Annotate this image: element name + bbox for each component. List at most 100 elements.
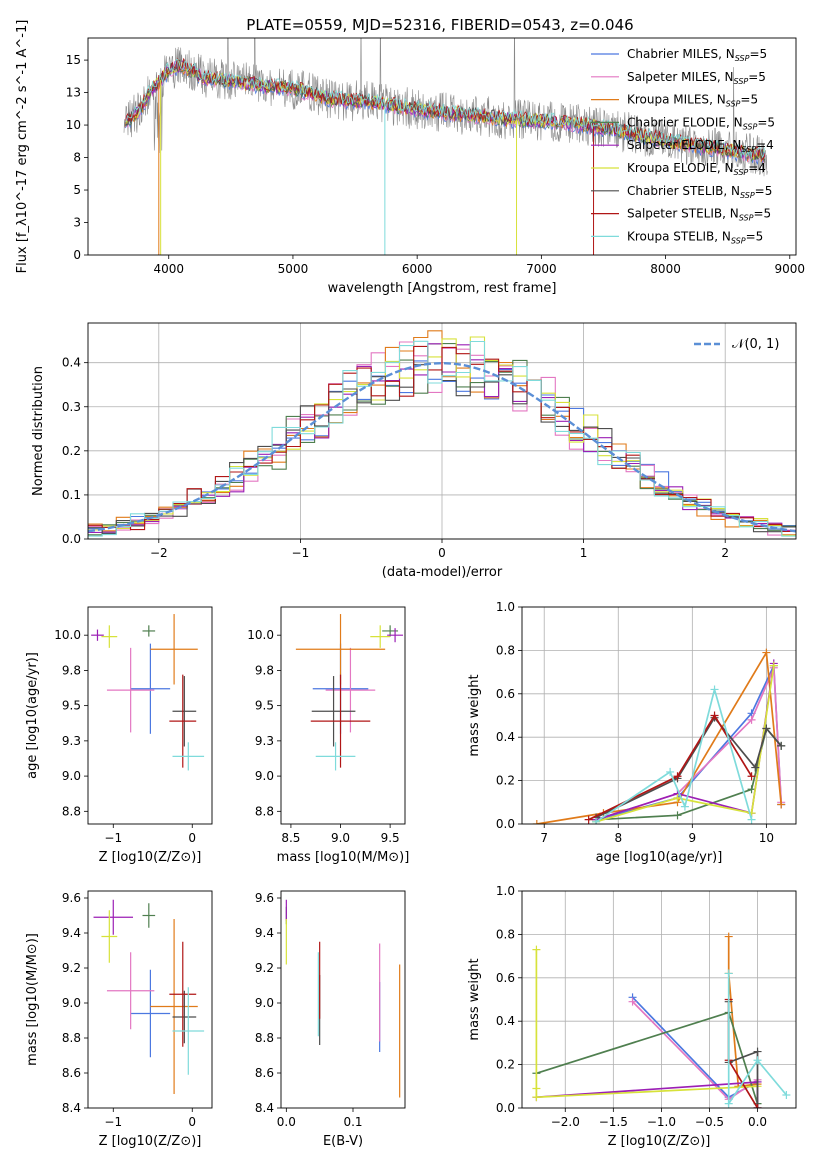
mass_weight_vs_Z-xtick-label: −0.5 bbox=[695, 1115, 724, 1129]
mass-weight-marker bbox=[782, 1090, 791, 1099]
spectrum-xtick-label: 9000 bbox=[775, 262, 806, 276]
age_vs_mass-ytick-label: 8.8 bbox=[255, 804, 274, 818]
error-bar-point bbox=[93, 899, 134, 935]
age_vs_Z-frame bbox=[87, 606, 213, 825]
error-bar-point bbox=[106, 952, 155, 1030]
legend-entry: Salpeter STELIB, NSSP=5 bbox=[627, 207, 771, 223]
error-bar-point bbox=[142, 903, 156, 928]
error-bar-point bbox=[172, 987, 205, 1075]
mass_vs_Z-ytick-label: 9.0 bbox=[62, 996, 81, 1010]
legend-nssp-prefix: , N bbox=[714, 229, 731, 243]
mass_vs_ebv-ytick-label: 9.4 bbox=[255, 926, 274, 940]
legend-nssp-prefix: , N bbox=[717, 70, 734, 84]
mass_weight_vs_Z-ytick-label: 0.4 bbox=[496, 1014, 515, 1028]
residuals-ytick-label: 0.0 bbox=[62, 532, 81, 546]
age_vs_mass-ytick-label: 10.0 bbox=[247, 628, 274, 642]
legend-model-name: Kroupa STELIB bbox=[627, 229, 714, 243]
residual-histogram bbox=[88, 340, 796, 537]
residuals-ytick-label: 0.1 bbox=[62, 488, 81, 502]
legend-nssp-eq: = bbox=[746, 229, 756, 243]
error-bar-point bbox=[310, 674, 371, 768]
error-bar-point bbox=[142, 625, 156, 637]
model-spectrum bbox=[124, 57, 766, 161]
mass_weight_vs_age-xtick-label: 7 bbox=[540, 831, 548, 845]
mass_vs_ebv-frame bbox=[280, 890, 406, 1109]
legend-model-name: Salpeter STELIB bbox=[627, 207, 722, 221]
legend-model-name: Kroupa ELODIE bbox=[627, 161, 717, 175]
mass-weight-marker bbox=[710, 685, 719, 694]
mass_vs_Z-ytick-label: 9.2 bbox=[62, 961, 81, 975]
mass_vs_Z-ytick-label: 8.4 bbox=[62, 1101, 81, 1115]
mass_vs_Z-axes: −1 0 8.4 8.6 8.8 9.0 9.2 9.4 9.6 bbox=[62, 891, 196, 1129]
legend-nssp-value: 4 bbox=[766, 138, 774, 152]
mass_vs_Z-ylabel: mass [log10(M/M⊙)] bbox=[25, 933, 40, 1066]
mass_vs_ebv-ytick-label: 9.6 bbox=[255, 891, 274, 905]
legend-nssp-eq: = bbox=[757, 115, 767, 129]
mass_weight_vs_age-xlabel: age [log10(age/yr)] bbox=[596, 850, 723, 865]
legend-nssp-eq: = bbox=[748, 161, 758, 175]
legend-model-name: Chabrier MILES bbox=[627, 47, 718, 61]
legend-nssp-value: 5 bbox=[750, 93, 758, 107]
mass-weight-marker bbox=[584, 815, 593, 824]
age_vs_mass-axes: 8.5 9.0 9.5 8.8 9.0 9.3 9.5 9.8 10.0 bbox=[247, 628, 399, 845]
residuals-ylabel: Normed distribution bbox=[31, 366, 46, 496]
error-bar-point bbox=[101, 625, 118, 648]
legend-nssp-value: 5 bbox=[767, 115, 775, 129]
mass_vs_Z-xtick-label: 0 bbox=[188, 1115, 196, 1129]
age_vs_Z-axes: −1 0 8.8 9.0 9.3 9.5 9.8 10.0 bbox=[54, 628, 196, 845]
mass-weight-marker bbox=[747, 715, 756, 724]
mass-weight-marker bbox=[532, 1093, 541, 1102]
mass_weight_vs_Z-ytick-label: 0.0 bbox=[496, 1101, 515, 1115]
legend-nssp-prefix: , N bbox=[722, 207, 739, 221]
mass-weight-marker bbox=[747, 785, 756, 794]
mass_vs_Z-ytick-label: 8.8 bbox=[62, 1031, 81, 1045]
age_vs_Z-ytick-label: 9.5 bbox=[62, 699, 81, 713]
legend-entry: Kroupa MILES, NSSP=5 bbox=[627, 93, 758, 109]
age_vs_mass-ytick-label: 9.0 bbox=[255, 769, 274, 783]
mass-weight-marker bbox=[673, 793, 682, 802]
legend-model-name: Chabrier STELIB bbox=[627, 184, 723, 198]
age_vs_mass-ytick-label: 9.3 bbox=[255, 734, 274, 748]
age_vs_mass-series bbox=[295, 614, 404, 771]
error-bar-point bbox=[169, 941, 197, 1047]
spectrum-axes: 4000 5000 6000 7000 8000 9000 0 3 5 8 10 13 15 bbox=[66, 53, 805, 276]
mass_vs_ebv-xtick-label: 0.1 bbox=[343, 1115, 362, 1129]
age_vs_mass-xtick-label: 9.5 bbox=[381, 831, 400, 845]
age_vs_mass-ytick-label: 9.8 bbox=[255, 663, 274, 677]
age_vs_Z-series bbox=[91, 614, 205, 771]
error-bar-point bbox=[315, 742, 356, 771]
mass_vs_ebv-ytick-label: 8.6 bbox=[255, 1066, 274, 1080]
spectrum-series bbox=[123, 38, 768, 255]
mass_vs_ebv-axes: 0.0 0.1 8.4 8.6 8.8 9.0 9.2 9.4 9.6 bbox=[255, 891, 363, 1129]
legend-entry: Chabrier STELIB, NSSP=5 bbox=[627, 184, 772, 200]
residuals-xtick-label: 2 bbox=[721, 546, 729, 560]
residuals-xlabel: (data-model)/error bbox=[382, 565, 503, 580]
error-bar-point bbox=[387, 628, 404, 643]
mass-weight-series bbox=[595, 716, 782, 819]
mass-weight-marker bbox=[532, 820, 541, 824]
mass_weight_vs_age-ytick-label: 0.4 bbox=[496, 730, 515, 744]
error-bar-point bbox=[295, 614, 386, 685]
error-bar-point bbox=[106, 647, 155, 733]
mass-weight-marker bbox=[762, 724, 771, 733]
model-spectrum bbox=[125, 59, 766, 163]
spectrum-ytick-label: 15 bbox=[66, 53, 81, 67]
legend-nssp-subscript: SSP bbox=[741, 145, 756, 154]
legend-nssp-prefix: , N bbox=[725, 138, 742, 152]
mass_vs_ebv-ytick-label: 8.4 bbox=[255, 1101, 274, 1115]
mass-weight-marker bbox=[753, 1104, 762, 1108]
mass_weight_vs_age-ytick-label: 0.8 bbox=[496, 643, 515, 657]
age_vs_Z-ytick-label: 8.8 bbox=[62, 804, 81, 818]
spectrum-ytick-label: 5 bbox=[73, 183, 81, 197]
residual-histogram bbox=[88, 345, 796, 533]
spectrum-xtick-label: 5000 bbox=[278, 262, 309, 276]
mass-weight-marker bbox=[673, 811, 682, 820]
legend-entry: Kroupa ELODIE, NSSP=4 bbox=[627, 161, 766, 177]
mass_weight_vs_Z-xlabel: Z [log10(Z/Z⊙)] bbox=[608, 1134, 711, 1149]
legend-nssp-subscript: SSP bbox=[739, 214, 754, 223]
age_vs_mass-xlabel: mass [log10(M/M⊙)] bbox=[277, 850, 410, 865]
mass_vs_Z-xlabel: Z [log10(Z/Z⊙)] bbox=[99, 1134, 202, 1149]
spectrum-ytick-label: 10 bbox=[66, 118, 81, 132]
